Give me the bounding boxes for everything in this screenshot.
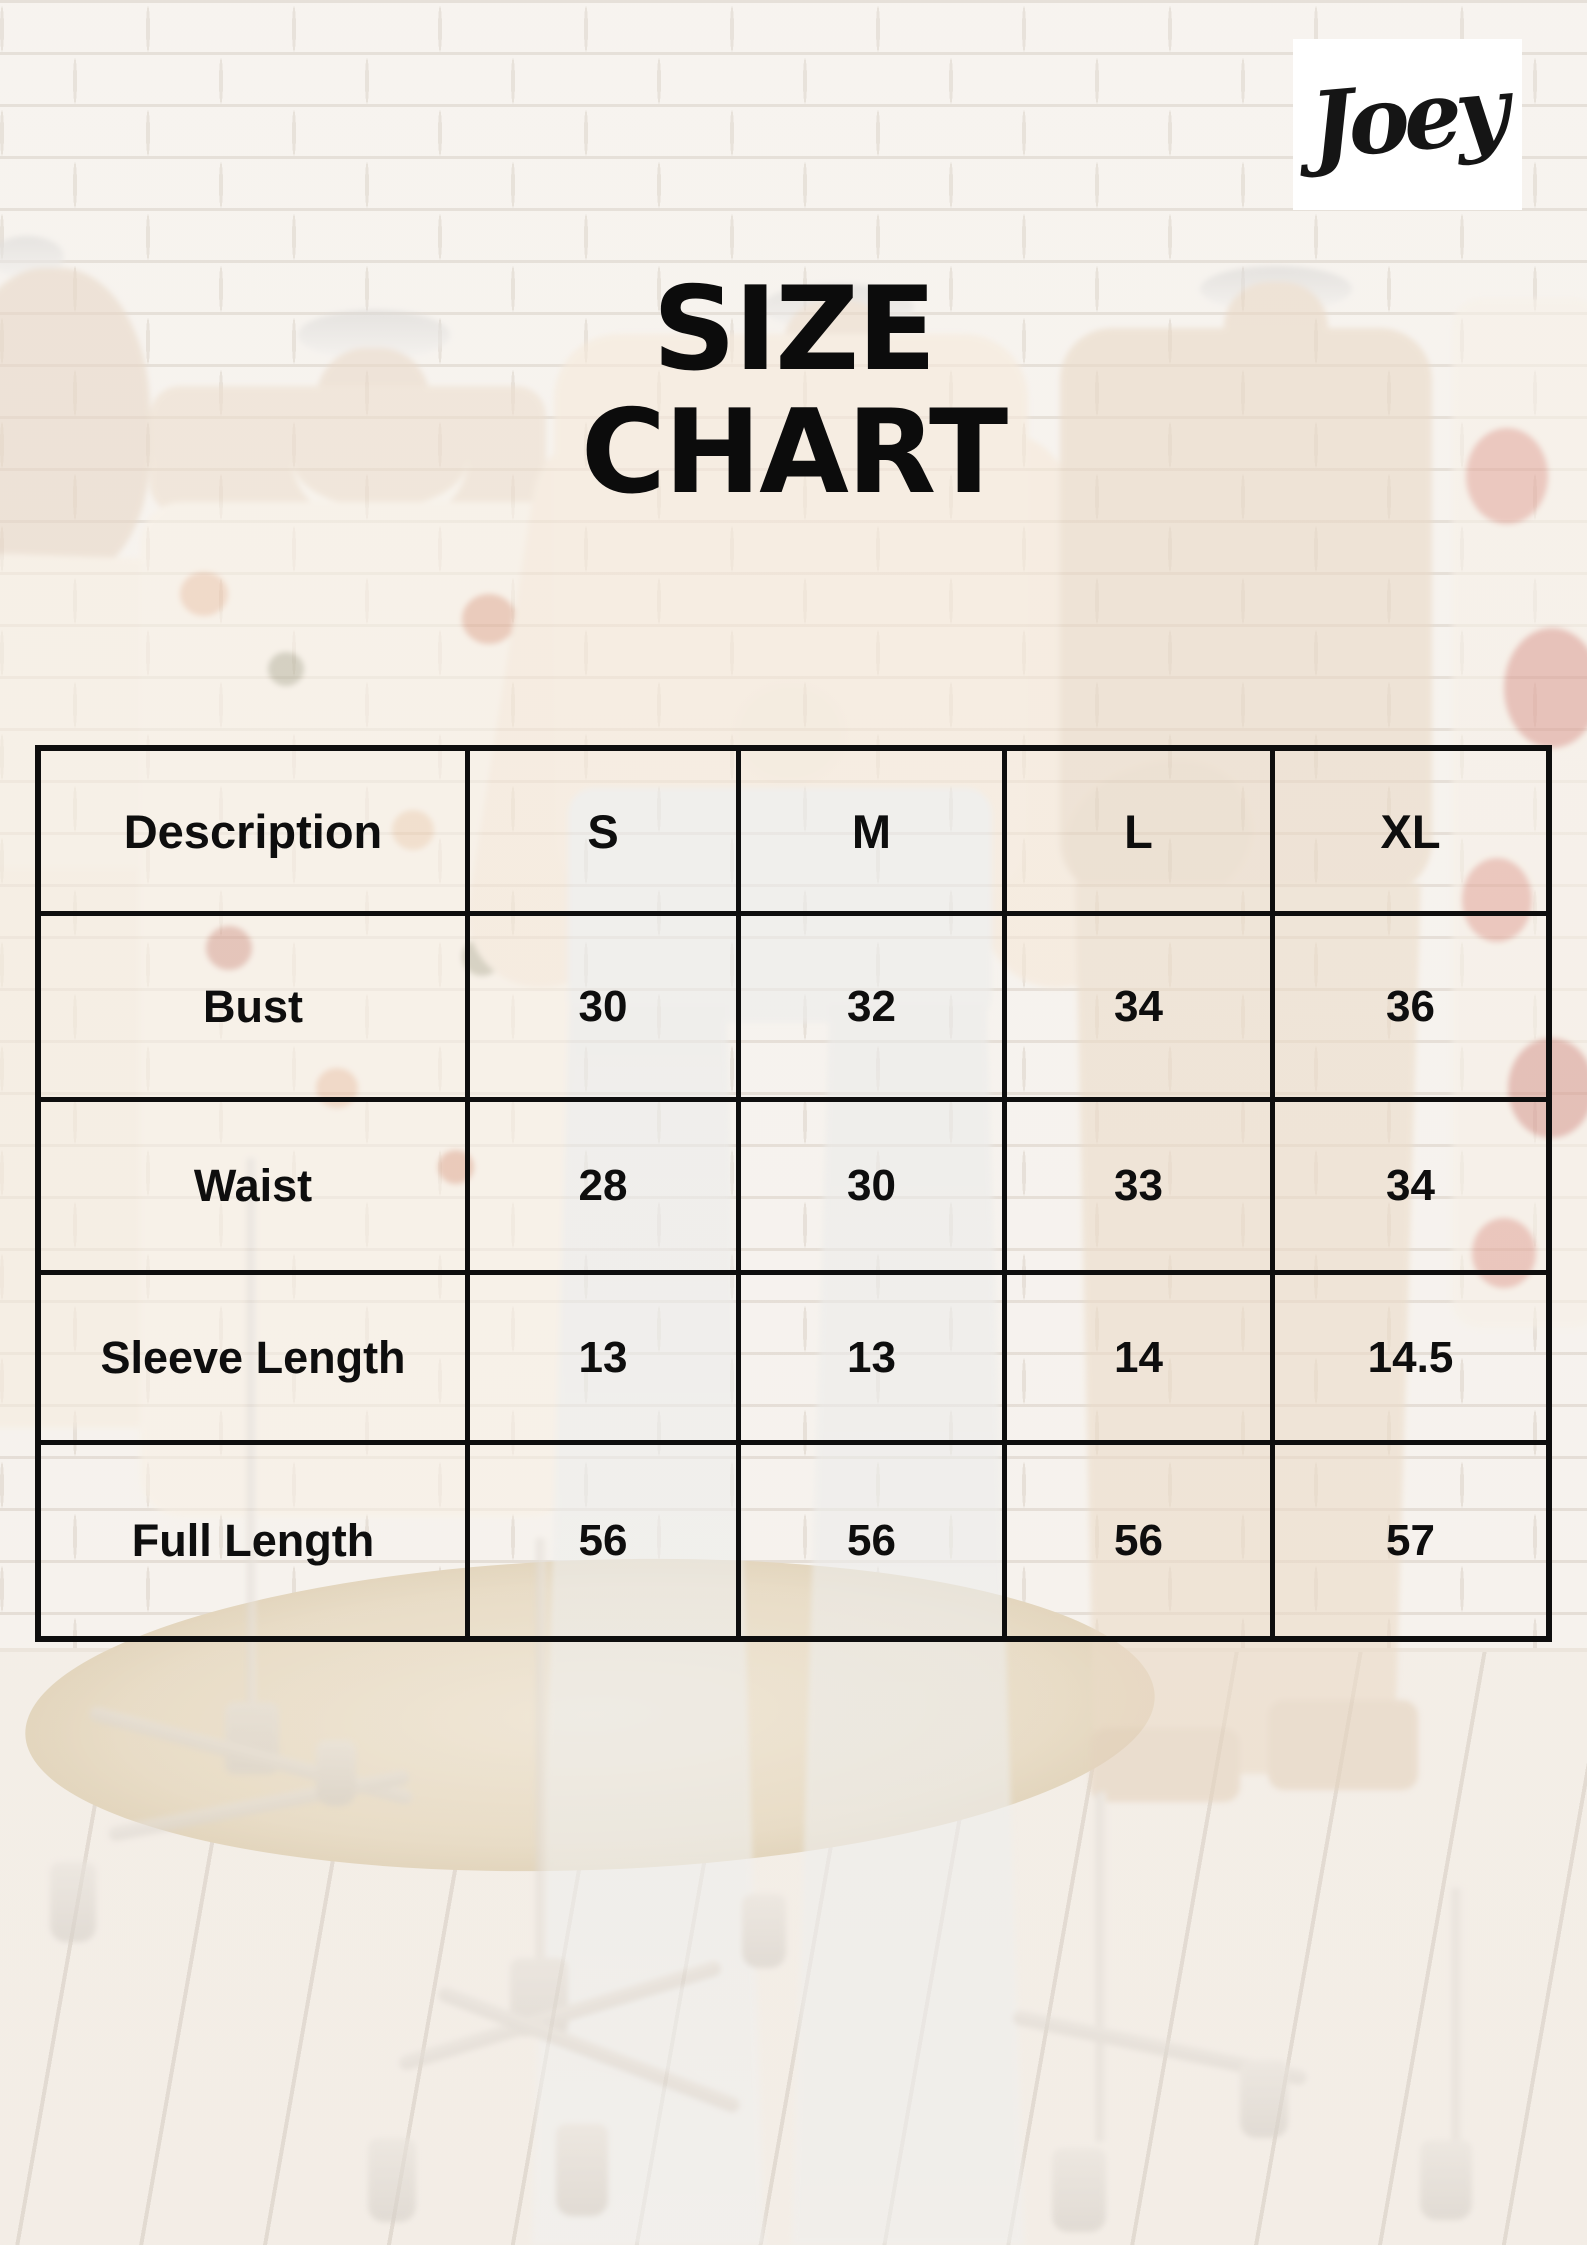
- red-floral-dot: [1472, 1218, 1536, 1288]
- cell-full-length-l: 56: [1007, 1445, 1275, 1636]
- header-cell-xl: XL: [1275, 751, 1546, 916]
- cell-waist-m: 30: [741, 1102, 1007, 1275]
- header-cell-m: M: [741, 751, 1007, 916]
- flower-print-dot: [392, 810, 434, 850]
- brand-logo-text: Joey: [1306, 55, 1508, 180]
- mannequin-3-twist-knot: [742, 690, 838, 776]
- cell-bust-m: 32: [741, 916, 1007, 1102]
- size-table: Description S M L XL Bust 30 32 34 36 Wa…: [35, 745, 1552, 1642]
- stand-caster-wheel: [50, 1862, 96, 1942]
- title-line-2: CHART: [580, 385, 1008, 520]
- red-floral-dot: [1466, 428, 1548, 524]
- flower-print-dot: [180, 572, 228, 616]
- cell-bust-l: 34: [1007, 916, 1275, 1102]
- row-label-waist: Waist: [41, 1102, 470, 1275]
- cell-full-length-m: 56: [741, 1445, 1007, 1636]
- row-label-sleeve-length: Sleeve Length: [41, 1275, 470, 1445]
- stand-caster-wheel: [556, 2124, 608, 2216]
- header-cell-description: Description: [41, 751, 470, 916]
- flower-print-dot: [206, 926, 252, 970]
- cell-waist-xl: 34: [1275, 1102, 1546, 1275]
- cell-waist-l: 33: [1007, 1102, 1275, 1275]
- stand-pole: [247, 1158, 256, 1718]
- title-line-1: SIZE: [652, 262, 936, 397]
- stand-pole: [1096, 1792, 1106, 2142]
- cell-full-length-s: 56: [470, 1445, 741, 1636]
- page-title: SIZE CHART: [0, 268, 1587, 514]
- brand-logo: Joey: [1293, 39, 1522, 210]
- cell-bust-xl: 36: [1275, 916, 1546, 1102]
- mannequin-4-trouser-cuff: [1090, 1728, 1240, 1802]
- header-cell-s: S: [470, 751, 741, 916]
- stand-caster-wheel: [1052, 2148, 1106, 2232]
- cell-sleeve-length-l: 14: [1007, 1275, 1275, 1445]
- jeans-waist: [568, 788, 992, 1023]
- stand-pole: [536, 1538, 546, 1974]
- stand-pole: [1452, 1888, 1462, 2188]
- row-label-bust: Bust: [41, 916, 470, 1102]
- red-floral-fabric: [1452, 298, 1587, 1328]
- stand-caster-wheel: [1240, 2060, 1288, 2138]
- stand-caster-wheel: [742, 1894, 786, 1968]
- cell-bust-s: 30: [470, 916, 741, 1102]
- mannequin-4-tan-trousers: [1075, 884, 1421, 1774]
- red-floral-dot: [1504, 628, 1587, 748]
- row-label-full-length: Full Length: [41, 1445, 470, 1636]
- header-cell-l: L: [1007, 751, 1275, 916]
- stand-caster-wheel: [316, 1740, 356, 1806]
- cell-sleeve-length-xl: 14.5: [1275, 1275, 1546, 1445]
- mannequin-4-trouser-cuff: [1268, 1700, 1418, 1790]
- jeans-right-leg: [792, 1005, 1024, 2245]
- cell-sleeve-length-m: 13: [741, 1275, 1007, 1445]
- cell-sleeve-length-s: 13: [470, 1275, 741, 1445]
- mannequin-2-floral-dress: [140, 502, 574, 1517]
- flower-print-dot: [268, 652, 304, 686]
- stand-caster-wheel: [1420, 2140, 1472, 2220]
- stand-caster-wheel: [368, 2138, 416, 2222]
- flower-print-dot: [462, 594, 516, 644]
- cell-waist-s: 28: [470, 1102, 741, 1275]
- red-floral-dot: [1462, 858, 1532, 942]
- cell-full-length-xl: 57: [1386, 1515, 1435, 1565]
